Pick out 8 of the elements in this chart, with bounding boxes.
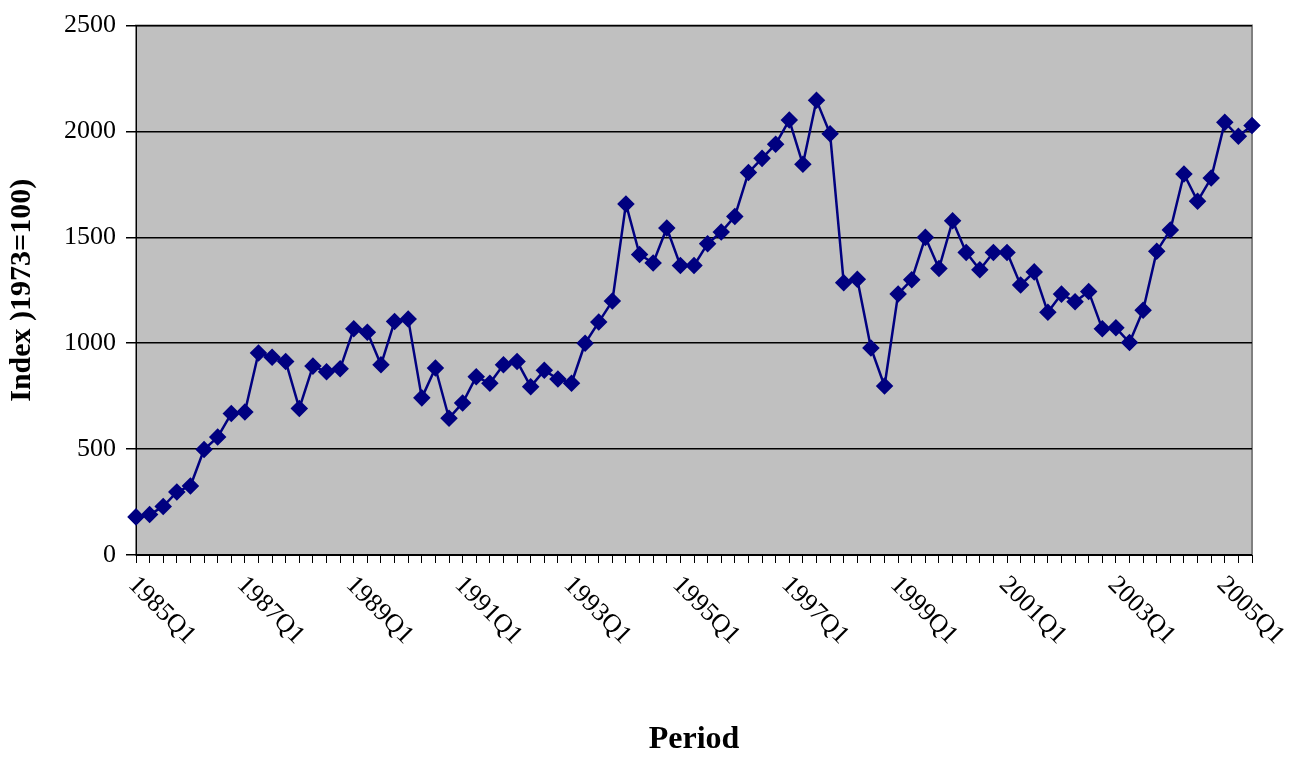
y-tick-label: 500	[77, 432, 116, 462]
y-tick-label: 1500	[64, 221, 116, 251]
y-tick-label: 2000	[64, 115, 116, 145]
y-axis-title: Index )1973=100)	[2, 178, 37, 402]
y-tick-label: 2500	[64, 9, 116, 39]
y-tick-label: 0	[103, 538, 116, 568]
x-axis-title: Period	[648, 719, 740, 755]
y-tick-label: 1000	[64, 327, 116, 357]
